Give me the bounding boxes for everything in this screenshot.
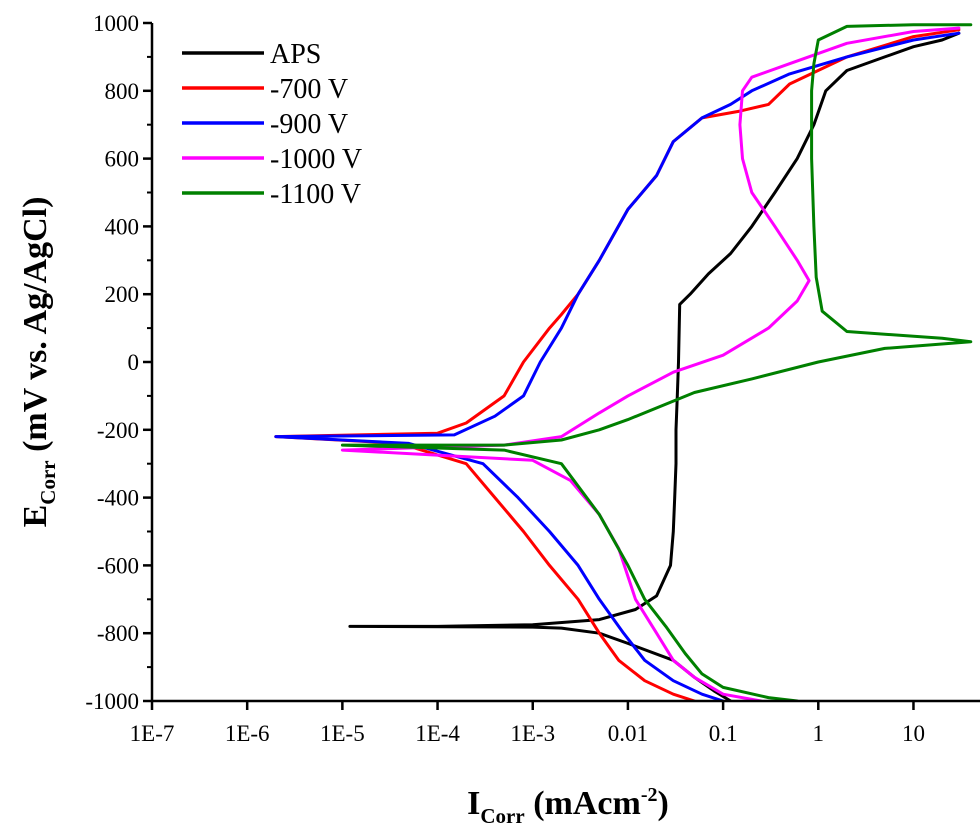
x-axis-title: ICorr (mAcm-2): [467, 784, 669, 828]
y-tick-label: 800: [105, 79, 140, 104]
y-tick-label: -200: [97, 418, 139, 443]
x-tick-label: 10: [902, 721, 925, 746]
x-axis-title-unit: (mAcm: [525, 785, 641, 822]
x-tick-label: 1E-4: [415, 721, 460, 746]
legend-label: APS: [270, 39, 321, 70]
x-tick-label: 0.1: [709, 721, 738, 746]
series-line: [274, 31, 961, 701]
y-tick-label: 1000: [93, 11, 139, 36]
x-tick-label: 1: [813, 721, 825, 746]
y-axis-title-sub: Corr: [36, 460, 60, 504]
ticks: 1000 800 600 400 200 0 -200 -400 -600 -800 -1000 1E…: [85, 11, 925, 746]
x-tick-label: 1E-7: [130, 721, 175, 746]
y-axis-title-main: E: [17, 505, 54, 528]
x-axis-title-main: I: [467, 785, 480, 822]
x-axis-title-sup: -2: [641, 784, 658, 806]
x-tick-label: 1E-3: [510, 721, 555, 746]
x-tick-label: 0.01: [608, 721, 648, 746]
x-tick-label: 1E-6: [225, 721, 270, 746]
y-tick-label: -1000: [85, 689, 139, 714]
x-tick-label: 1E-5: [320, 721, 365, 746]
y-tick-label: 200: [105, 282, 140, 307]
series-line: [274, 28, 961, 701]
legend-label: -700 V: [270, 74, 348, 105]
series-curves: [274, 23, 973, 701]
y-tick-label: -400: [97, 486, 139, 511]
series-line: [340, 23, 973, 701]
legend: APS -700 V -900 V -1000 V -1100 V: [182, 39, 362, 210]
y-axis-title-rest: (mV vs. Ag/AgCl): [17, 197, 54, 461]
y-tick-label: 600: [105, 147, 140, 172]
series-line: [340, 26, 961, 701]
legend-label: -900 V: [270, 109, 348, 140]
x-axis-title-sub: Corr: [480, 804, 524, 828]
legend-label: -1000 V: [270, 144, 362, 175]
x-axis-title-close: ): [658, 785, 669, 822]
legend-label: -1100 V: [270, 179, 361, 210]
y-tick-label: 0: [128, 350, 140, 375]
y-tick-label: -600: [97, 553, 139, 578]
y-tick-label: 400: [105, 214, 140, 239]
y-tick-label: -800: [97, 621, 139, 646]
series-line: [348, 31, 961, 701]
y-axis-title: ECorr (mV vs. Ag/AgCl): [17, 197, 60, 528]
